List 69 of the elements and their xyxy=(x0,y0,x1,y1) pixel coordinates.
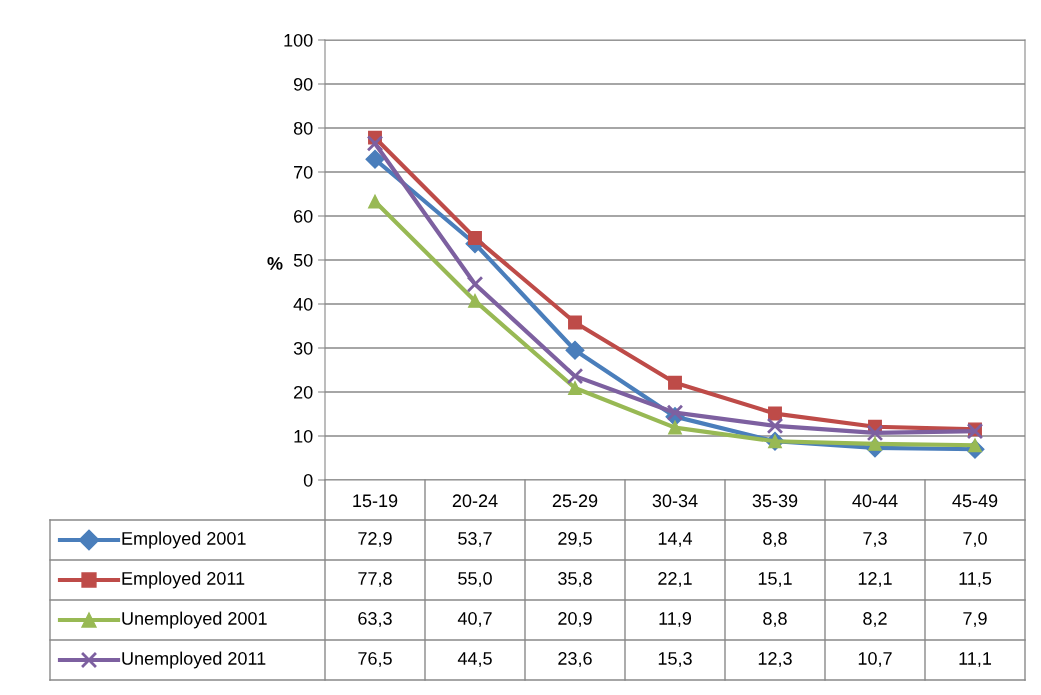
y-tick-label: 100 xyxy=(284,33,313,47)
data-label: 55,0 xyxy=(458,572,492,587)
data-label: 29,5 xyxy=(558,532,592,547)
y-tick-label: 70 xyxy=(294,165,313,179)
legend-label: Unemployed 2011 xyxy=(122,651,266,669)
point xyxy=(568,315,582,330)
data-label: 14,4 xyxy=(658,532,693,547)
data-label: 20,9 xyxy=(558,612,592,627)
data-label: 22,1 xyxy=(658,572,692,587)
point xyxy=(766,417,784,435)
data-label: 72,9 xyxy=(358,532,392,547)
x-tick-label: 45-49 xyxy=(952,494,998,508)
y-tick-label: 80 xyxy=(293,121,313,135)
data-label: 7,9 xyxy=(963,612,987,627)
legend-label: Unemployed 2001 xyxy=(122,611,267,629)
data-label: 53,7 xyxy=(458,532,492,547)
data-label: 11,1 xyxy=(959,652,992,667)
data-label: 23,6 xyxy=(558,652,592,667)
point xyxy=(368,194,382,209)
data-label: 11,5 xyxy=(959,572,992,587)
point xyxy=(366,135,384,152)
y-tick-label: 40 xyxy=(293,297,313,311)
data-label: 7,3 xyxy=(863,532,887,547)
data-label: 15,1 xyxy=(758,572,792,587)
point xyxy=(866,424,884,442)
x-tick-label: 20-24 xyxy=(452,494,498,508)
data-label: 76,5 xyxy=(358,652,392,667)
y-tick-label: 0 xyxy=(303,473,313,487)
data-label: 10,7 xyxy=(858,652,892,667)
y-tick-label: 30 xyxy=(293,341,313,355)
y-tick-label: 10 xyxy=(294,429,313,443)
data-label: 63,3 xyxy=(358,612,392,627)
data-label: 7,0 xyxy=(963,532,987,547)
data-label: 35,8 xyxy=(558,572,592,587)
x-tick-label: 30-34 xyxy=(652,494,698,508)
data-label: 15,3 xyxy=(658,652,692,667)
point xyxy=(868,436,882,451)
data-label: 12,3 xyxy=(758,652,792,667)
data-label: 44,5 xyxy=(457,652,492,667)
y-tick-label: 90 xyxy=(293,77,313,91)
point xyxy=(468,231,482,245)
y-tick-label: 20 xyxy=(294,385,313,399)
point xyxy=(668,375,682,390)
y-tick-label: 60 xyxy=(294,209,313,223)
point xyxy=(768,406,782,421)
data-label: 40,7 xyxy=(457,612,492,627)
x-tick-label: 25-29 xyxy=(552,494,598,508)
data-label: 8,8 xyxy=(763,532,787,547)
point xyxy=(668,420,682,435)
data-label: 12,1 xyxy=(858,572,892,587)
legend-label: Employed 2011 xyxy=(122,571,245,589)
legend-label: Employed 2001 xyxy=(122,531,246,549)
data-label: 11,9 xyxy=(659,612,692,627)
data-label: 77,8 xyxy=(358,572,392,587)
point xyxy=(466,275,484,293)
point xyxy=(365,149,385,169)
point xyxy=(468,293,482,308)
y-axis-title: % xyxy=(267,257,283,270)
y-tick-label: 50 xyxy=(293,253,313,267)
point xyxy=(565,340,585,360)
x-tick-label: 35-39 xyxy=(752,494,798,508)
x-tick-label: 40-44 xyxy=(852,494,898,508)
point xyxy=(566,367,584,385)
data-label: 8,2 xyxy=(863,612,887,627)
x-tick-label: 15-19 xyxy=(353,494,398,508)
data-label: 8,8 xyxy=(763,612,787,627)
point xyxy=(666,404,684,422)
point xyxy=(968,438,982,453)
point xyxy=(568,381,582,395)
